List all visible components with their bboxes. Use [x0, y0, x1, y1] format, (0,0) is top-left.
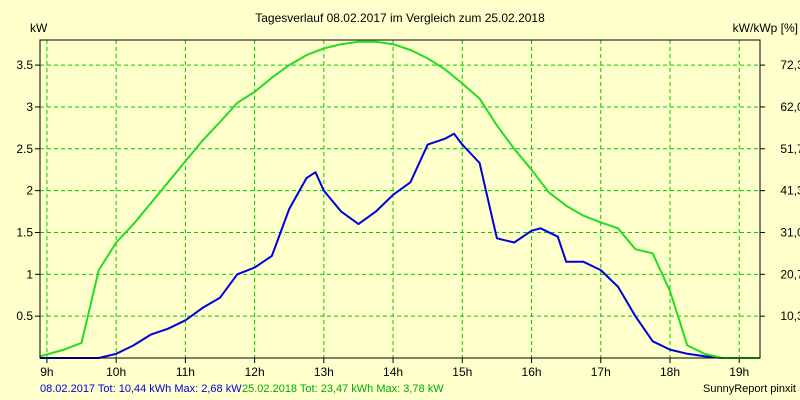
- x-tick-label: 14h: [383, 365, 403, 379]
- y-axis-ticks-right: 10,3 20,7 31,0 41,3 51,7 62,0 72,3: [760, 58, 800, 323]
- y-tick-label-left: 1.5: [16, 225, 33, 239]
- y-tick-label-right: 10,3: [780, 309, 800, 323]
- y-tick-label-right: 51,7: [780, 142, 800, 156]
- footer-credit: SunnyReport pinxit: [703, 383, 796, 395]
- y-tick-label-right: 62,0: [780, 100, 800, 114]
- x-tick-label: 19h: [729, 365, 749, 379]
- y-tick-label-left: 2: [26, 184, 33, 198]
- x-tick-label: 15h: [452, 365, 472, 379]
- x-axis-ticks: 9h 10h 11h 12h 13h 14h 15h 16h 17h 18h 19h: [40, 358, 749, 379]
- y-tick-label-left: 0.5: [16, 309, 33, 323]
- footer-series2-summary: 25.02.2018 Tot: 23,47 kWh Max: 3,78 kW: [242, 383, 444, 395]
- plot-frame: [39, 39, 761, 359]
- y-tick-label-left: 3: [26, 100, 33, 114]
- y-axis-label-right: kW/kWp [%]: [733, 21, 798, 35]
- x-tick-label: 10h: [106, 365, 126, 379]
- chart-title: Tagesverlauf 08.02.2017 im Vergleich zum…: [255, 11, 545, 25]
- y-tick-label-right: 20,7: [780, 267, 800, 281]
- y-tick-label-right: 41,3: [780, 184, 800, 198]
- x-tick-label: 18h: [660, 365, 680, 379]
- y-axis-ticks-left: 0.5 1 1.5 2 2.5 3 3.5: [16, 58, 40, 323]
- footer-series1-summary: 08.02.2017 Tot: 10,44 kWh Max: 2,68 kW: [40, 383, 242, 395]
- y-tick-label-left: 2.5: [16, 142, 33, 156]
- x-tick-label: 17h: [591, 365, 611, 379]
- y-tick-label-left: 3.5: [16, 58, 33, 72]
- y-axis-label-left: kW: [30, 21, 48, 35]
- x-tick-label: 11h: [176, 365, 195, 379]
- x-tick-label: 9h: [40, 365, 53, 379]
- series-group: [39, 40, 760, 359]
- x-tick-label: 13h: [314, 365, 334, 379]
- y-tick-label-right: 31,0: [780, 225, 800, 239]
- x-tick-label: 12h: [245, 365, 265, 379]
- y-tick-label-left: 1: [26, 267, 33, 281]
- series-line-2017: [40, 132, 760, 359]
- series-line-2018: [39, 40, 760, 359]
- y-tick-label-right: 72,3: [780, 58, 800, 72]
- x-tick-label: 16h: [522, 365, 542, 379]
